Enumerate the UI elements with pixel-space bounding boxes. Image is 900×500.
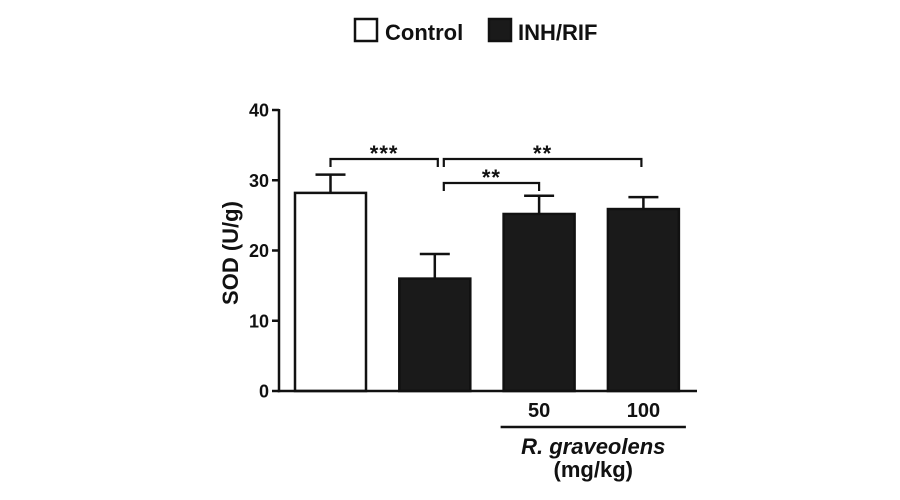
legend-item-inh-rif: INH/RIF	[487, 17, 597, 45]
x-tick-label: 50	[528, 400, 550, 422]
legend-item-control: Control	[353, 17, 463, 45]
bars	[293, 191, 681, 393]
significance-label-2: **	[533, 141, 552, 166]
error-bars	[315, 173, 659, 279]
y-axis-title: SOD (U/g)	[218, 201, 243, 305]
y-tick-label: 20	[249, 241, 269, 261]
bar-4	[606, 207, 681, 393]
significance-bracket-1	[329, 157, 439, 167]
bar-2	[398, 277, 472, 393]
y-tick-label: 0	[259, 382, 269, 402]
group-label-unit: (mg/kg)	[554, 457, 633, 482]
significance-label-3: **	[482, 165, 501, 190]
group-annotation: R. graveolens (mg/kg)	[500, 425, 686, 482]
legend-swatch-inh-rif	[487, 17, 513, 43]
y-axis: 0 10 20 30 40	[249, 101, 281, 402]
bar-3	[502, 212, 576, 393]
group-label-name: R. graveolens	[521, 434, 665, 459]
y-tick-label: 40	[249, 101, 269, 121]
x-tick-label: 100	[627, 400, 660, 422]
y-tick-label: 30	[249, 171, 269, 191]
significance-bracket-2	[442, 157, 643, 167]
significance-bracket-3	[442, 181, 541, 191]
legend: Control INH/RIF	[353, 17, 597, 45]
legend-swatch-control	[353, 17, 379, 43]
legend-label-control: Control	[385, 20, 463, 45]
y-tick-label: 10	[249, 311, 269, 331]
significance-label-1: ***	[370, 141, 399, 166]
legend-label-inh-rif: INH/RIF	[518, 20, 597, 45]
x-axis: 50 100	[277, 389, 697, 422]
significance-annotations: *** ****	[329, 141, 643, 191]
bar-1	[293, 191, 368, 393]
